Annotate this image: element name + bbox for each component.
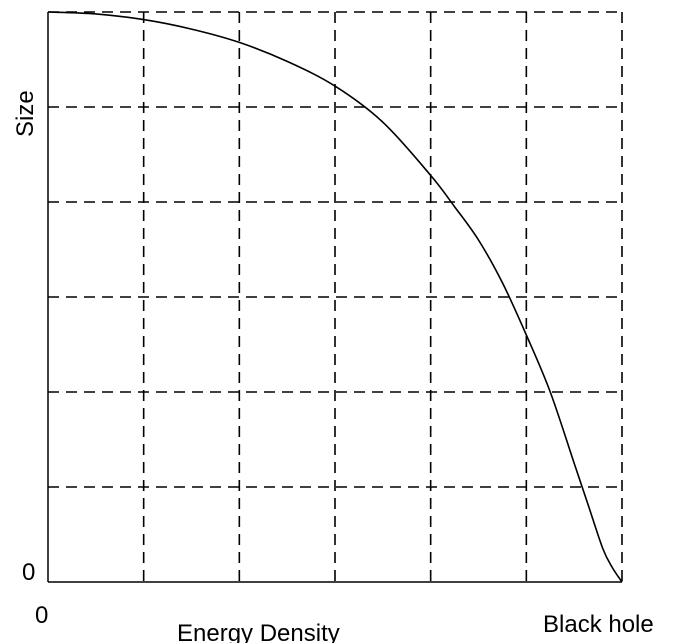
- x-tick-label-origin: 0: [35, 602, 48, 629]
- grid: [48, 11, 623, 582]
- data-series-line: [47, 11, 623, 583]
- y-axis-label: Size: [12, 90, 39, 137]
- x-tick-label-black-hole: Black hole: [543, 611, 654, 638]
- axes: [47, 12, 622, 583]
- y-tick-label-origin: 0: [22, 559, 35, 586]
- x-axis-label: Energy Density: [177, 620, 340, 643]
